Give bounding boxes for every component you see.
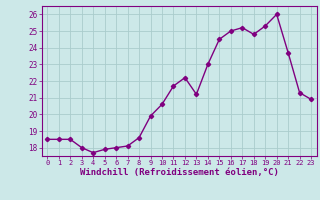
X-axis label: Windchill (Refroidissement éolien,°C): Windchill (Refroidissement éolien,°C) <box>80 168 279 177</box>
